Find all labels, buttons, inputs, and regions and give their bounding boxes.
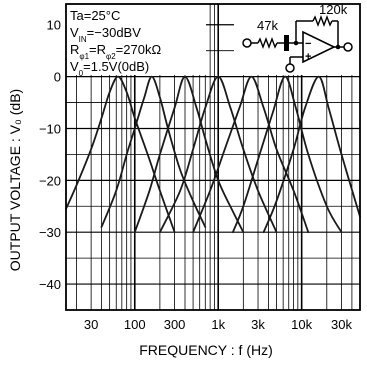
x-tick-label: 30 (84, 317, 98, 332)
output-junction (336, 45, 341, 50)
capacitor (284, 35, 289, 51)
y-tick-label: −20 (39, 173, 61, 188)
x-tick-label: 100 (124, 317, 146, 332)
x-tick-label: 30k (331, 317, 352, 332)
y-tick-label: −30 (39, 225, 61, 240)
input-terminal (243, 39, 251, 47)
x-tick-label: 300 (164, 317, 186, 332)
output-terminal (344, 43, 352, 51)
y-tick-label: −10 (39, 121, 61, 136)
x-tick-label: 10k (291, 317, 312, 332)
circuit-schematic: − + 47k 120k (234, 2, 360, 75)
op-amp-minus: − (305, 38, 311, 50)
x-tick-label: 1k (211, 317, 225, 332)
input-resistor-label: 47k (257, 18, 278, 33)
y-tick-label: −40 (39, 277, 61, 292)
y-tick-label: 0 (54, 70, 61, 85)
x-tick-label: 3k (251, 317, 265, 332)
y-axis-label: OUTPUT VOLTAGE : V₀ (dB) (7, 89, 23, 271)
op-amp-plus: + (305, 51, 311, 63)
condition-ta: Ta=25°C (70, 8, 120, 23)
conditions-box: Ta=25°CVIN=−30dBVRφ1=Rφ2=270kΩV0=1.5V(0d… (66, 4, 206, 78)
x-axis-label: FREQUENCY : f (Hz) (139, 342, 273, 358)
y-tick-label: 10 (47, 18, 61, 33)
ground-terminal (286, 64, 294, 72)
